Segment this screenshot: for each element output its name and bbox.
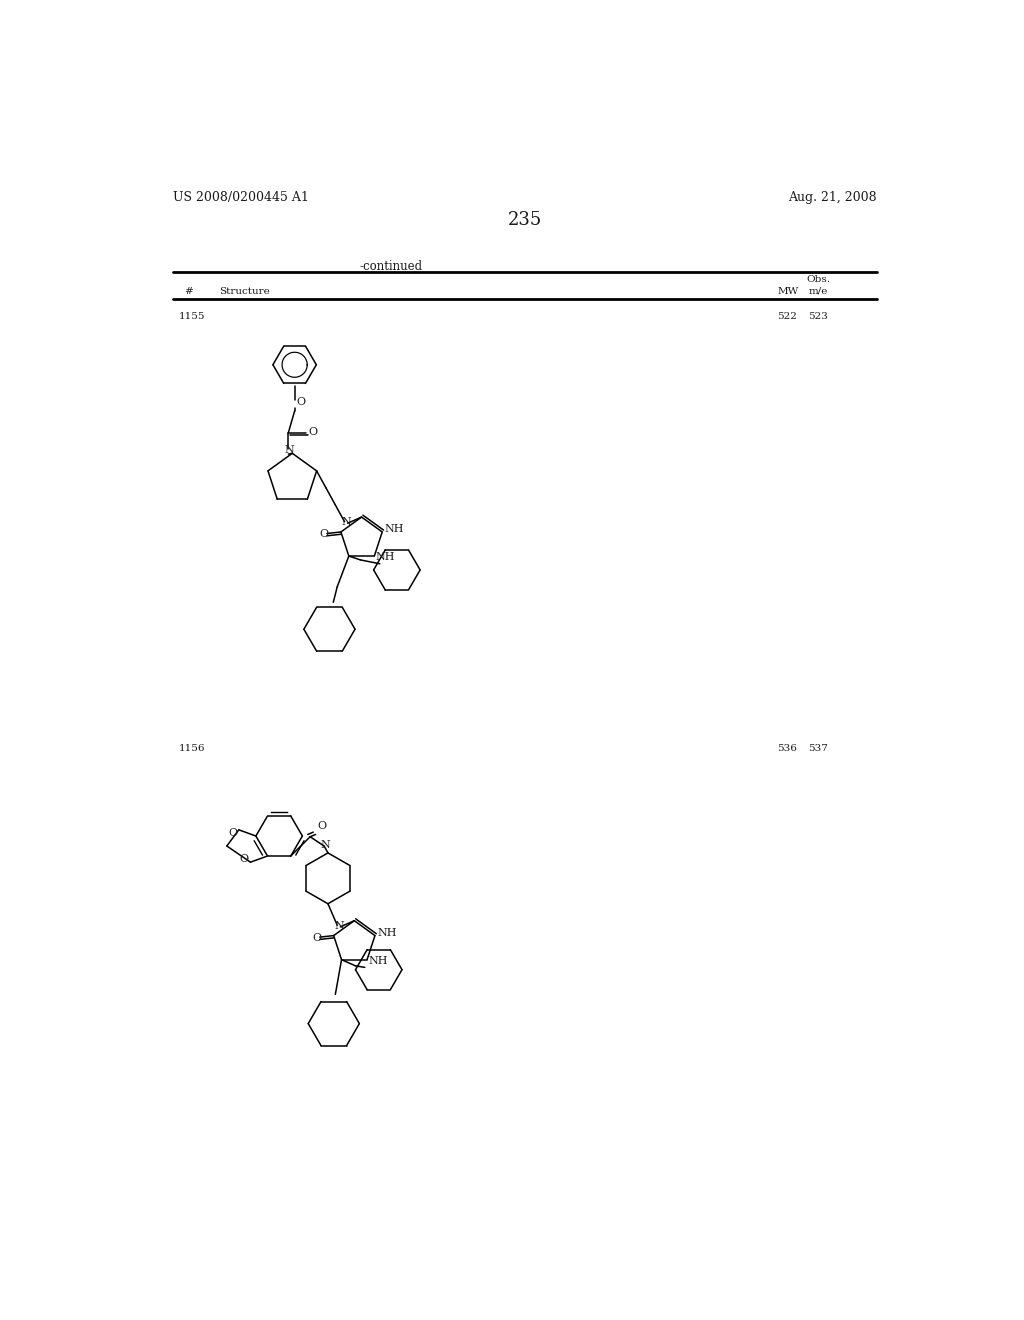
Text: O: O [319, 529, 329, 539]
Text: 235: 235 [508, 211, 542, 228]
Text: NH: NH [376, 552, 395, 562]
Text: N: N [321, 840, 330, 850]
Text: 1155: 1155 [178, 313, 205, 321]
Text: Aug. 21, 2008: Aug. 21, 2008 [788, 190, 877, 203]
Text: O: O [228, 829, 238, 838]
Text: US 2008/0200445 A1: US 2008/0200445 A1 [173, 190, 309, 203]
Text: 536: 536 [777, 743, 798, 752]
Text: NH: NH [385, 524, 404, 535]
Text: #: # [183, 286, 193, 296]
Text: N: N [334, 920, 344, 931]
Text: 537: 537 [809, 743, 828, 752]
Text: N: N [341, 517, 351, 527]
Text: O: O [312, 932, 322, 942]
Text: O: O [240, 854, 249, 865]
Text: 1156: 1156 [178, 743, 205, 752]
Text: 523: 523 [809, 313, 828, 321]
Text: NH: NH [377, 928, 396, 939]
Text: O: O [317, 821, 327, 832]
Text: -continued: -continued [360, 260, 423, 273]
Text: O: O [308, 428, 317, 437]
Text: 522: 522 [777, 313, 798, 321]
Text: MW: MW [777, 286, 799, 296]
Text: N: N [285, 445, 294, 455]
Text: O: O [296, 397, 305, 407]
Text: Structure: Structure [219, 286, 270, 296]
Text: NH: NH [369, 956, 388, 966]
Text: Obs.: Obs. [806, 276, 830, 284]
Text: m/e: m/e [809, 286, 827, 296]
